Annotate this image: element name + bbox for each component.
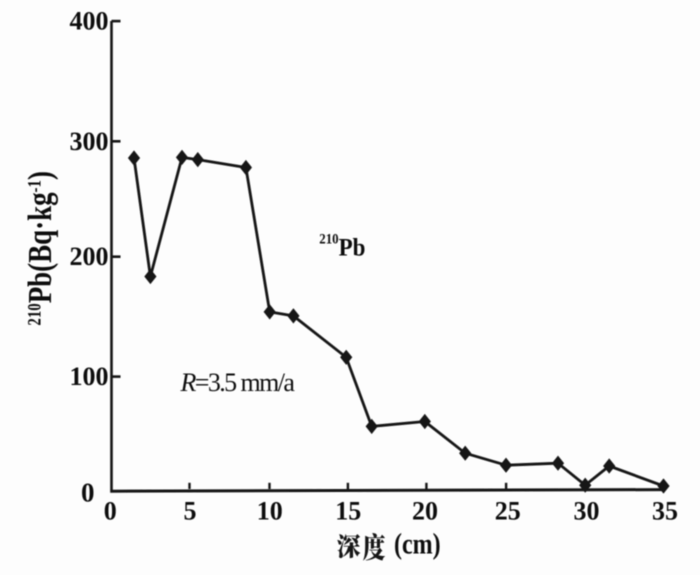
svg-text:200: 200 (70, 242, 109, 271)
svg-text:15: 15 (335, 497, 361, 526)
svg-text:210Pb(Bq·kg-1): 210Pb(Bq·kg-1) (21, 171, 59, 326)
svg-text:5: 5 (184, 497, 197, 526)
svg-text:300: 300 (70, 127, 109, 156)
svg-text:25: 25 (495, 497, 521, 526)
svg-text:35: 35 (652, 497, 678, 526)
svg-text:R=3.5 mm/a: R=3.5 mm/a (180, 368, 296, 397)
svg-text:30: 30 (574, 497, 600, 526)
svg-text:0: 0 (81, 478, 95, 508)
svg-text:400: 400 (70, 7, 109, 36)
svg-text:210Pb: 210Pb (319, 231, 365, 262)
svg-text:(cm): (cm) (394, 527, 441, 560)
svg-text:100: 100 (70, 362, 109, 391)
svg-text:10: 10 (257, 497, 283, 526)
svg-text:0: 0 (104, 497, 117, 526)
svg-text:20: 20 (412, 497, 438, 526)
